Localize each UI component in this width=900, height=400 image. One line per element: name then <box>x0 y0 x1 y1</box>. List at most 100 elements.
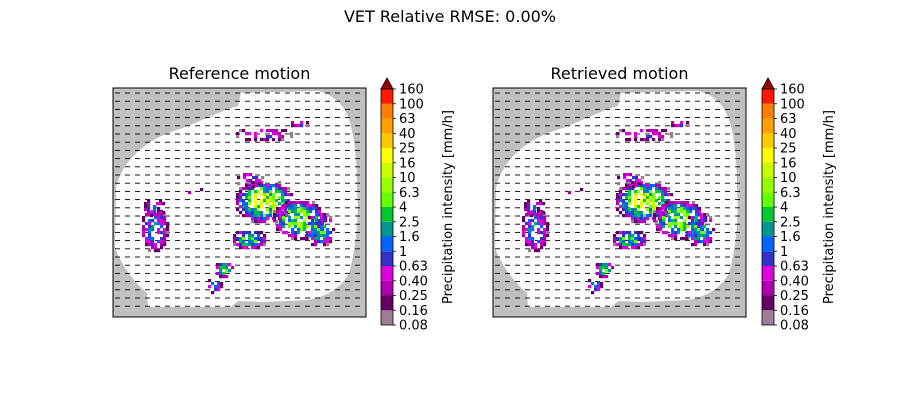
precip-cell <box>671 124 675 128</box>
precip-cell <box>308 216 312 220</box>
precip-cell <box>242 243 246 247</box>
precip-cell <box>625 231 629 235</box>
precip-cell <box>290 132 294 136</box>
precip-cell <box>537 228 541 232</box>
precip-cell <box>597 285 601 289</box>
precip-cell <box>536 202 540 206</box>
precip-cell <box>683 222 687 226</box>
precip-cell <box>661 193 665 197</box>
precip-cell <box>163 243 167 247</box>
precip-cell <box>254 211 258 215</box>
precip-cell <box>616 208 620 212</box>
precip-cell <box>628 138 632 142</box>
precip-cell <box>278 190 282 194</box>
precip-cell <box>314 231 318 235</box>
precip-cell <box>326 213 330 217</box>
precip-cell <box>263 184 267 188</box>
precip-cell <box>260 205 264 209</box>
precip-cell <box>688 222 692 226</box>
precip-cell <box>272 129 276 133</box>
colorbar-tick-label: 25 <box>399 142 416 157</box>
precip-cell <box>640 214 644 218</box>
colorbar-tick-label: 0.08 <box>399 319 428 334</box>
precip-cell <box>312 204 316 208</box>
colorbar-tick-label: 63 <box>399 112 416 127</box>
precip-cell <box>251 237 255 241</box>
precip-cell <box>661 187 665 191</box>
precip-cell <box>694 228 698 232</box>
precip-cell <box>655 205 659 209</box>
precip-cell <box>662 231 666 235</box>
precip-cell <box>634 243 638 247</box>
precip-cell <box>236 196 240 200</box>
precip-cell <box>640 187 644 191</box>
precip-cell <box>580 188 584 192</box>
precip-cell <box>568 191 572 195</box>
precip-cell <box>524 205 528 209</box>
precip-cell <box>634 246 638 250</box>
precip-cell <box>315 222 319 226</box>
colorbar-tick-label: 0.25 <box>780 289 809 304</box>
precip-cell <box>677 201 681 205</box>
precip-cell <box>311 228 315 232</box>
precip-cell <box>279 228 283 232</box>
precip-cell <box>658 202 662 206</box>
precip-cell <box>622 202 626 206</box>
precip-cell <box>531 219 535 223</box>
precip-cell <box>153 208 157 212</box>
precip-cell <box>254 138 258 142</box>
precip-cell <box>142 228 146 232</box>
precip-cell <box>622 208 626 212</box>
precip-cell <box>326 228 330 232</box>
precip-cell <box>632 185 636 189</box>
precip-cell <box>294 219 298 223</box>
precip-cell <box>655 220 659 224</box>
precip-cell <box>653 216 657 220</box>
precip-cell <box>288 222 292 226</box>
precip-cell <box>677 216 681 220</box>
precip-cell <box>622 205 626 209</box>
precip-cell <box>300 124 304 128</box>
precip-cell <box>625 132 629 136</box>
precip-cell <box>147 202 151 206</box>
colorbar-reference: 0.080.160.250.400.6311.62.546.3101625406… <box>380 77 456 334</box>
precip-cell <box>691 228 695 232</box>
precip-cell <box>656 207 660 211</box>
precip-cell <box>643 217 647 221</box>
precip-cell <box>246 179 250 183</box>
precip-cell <box>670 193 674 197</box>
precip-cell <box>251 217 255 221</box>
precip-cell <box>634 208 638 212</box>
precip-cell <box>709 231 713 235</box>
precip-cell <box>236 243 240 247</box>
precip-cell <box>656 228 660 232</box>
precip-cell <box>691 216 695 220</box>
precip-cell <box>245 205 249 209</box>
precip-cell <box>677 213 681 217</box>
precip-cell <box>661 129 665 133</box>
precip-cell <box>686 210 690 214</box>
precip-cell <box>219 275 223 279</box>
precip-cell <box>700 240 704 244</box>
precip-cell <box>631 240 635 244</box>
precip-cell <box>329 219 333 223</box>
precip-cell <box>698 210 702 214</box>
precip-cell <box>303 222 307 226</box>
precip-cell <box>661 214 665 218</box>
precip-cell <box>314 237 318 241</box>
precip-cell <box>257 208 261 212</box>
precip-cell <box>674 216 678 220</box>
precip-cell <box>623 173 627 177</box>
precip-cell <box>629 179 633 183</box>
precip-cell <box>233 234 237 238</box>
precip-cell <box>671 210 675 214</box>
precip-cell <box>222 263 226 267</box>
colorbar-label: Precipitation intensity [mm/h] <box>441 110 456 304</box>
precip-cell <box>625 246 629 250</box>
precip-cell <box>157 249 161 253</box>
colorbar-tick-label: 1 <box>780 245 788 260</box>
precip-cell <box>282 216 286 220</box>
colorbar-bin <box>762 295 774 311</box>
precip-cell <box>284 187 288 191</box>
